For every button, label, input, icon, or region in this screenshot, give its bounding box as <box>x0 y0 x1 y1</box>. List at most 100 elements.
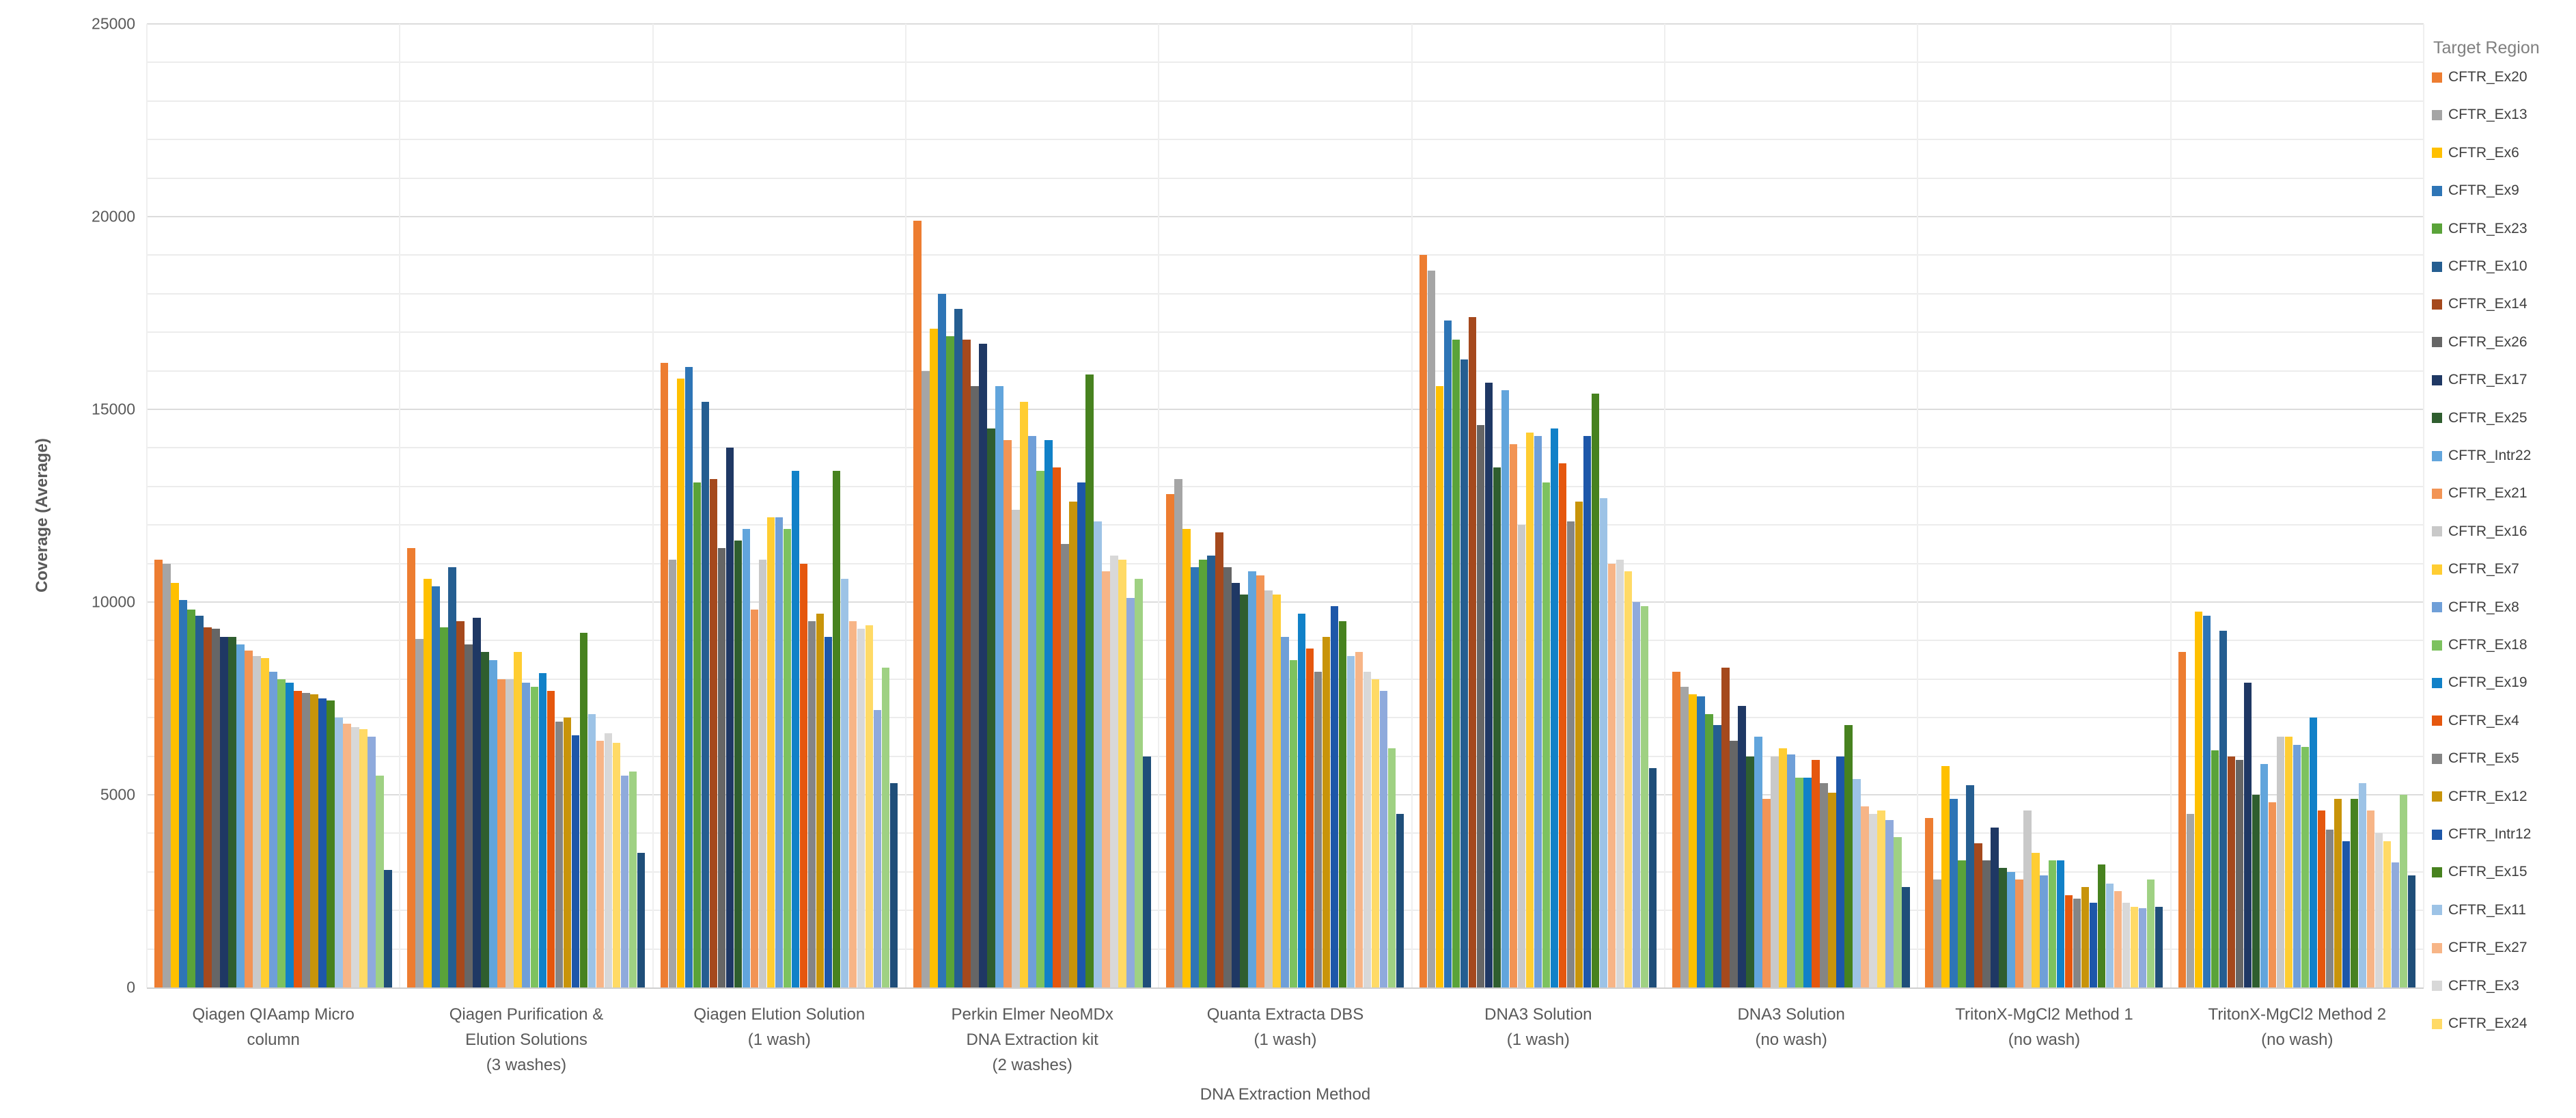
bar-CFTR_Ex5-g4 <box>1061 544 1069 987</box>
bar-CFTR_Ex24-g4 <box>1118 559 1126 987</box>
y-tick-label: 10000 <box>92 592 135 611</box>
bar-CFTR_Ex4-g1 <box>294 690 302 987</box>
bar-CFTR_Ex11-g1 <box>335 718 343 987</box>
bar-CFTR_Ex9-g3 <box>684 366 693 987</box>
bar-CFTR_Ex21-g1 <box>245 650 253 987</box>
bar-CFTR_Ex14-g7 <box>1721 667 1730 987</box>
bar-CFTR_Ex23-g4 <box>946 336 954 987</box>
bar-CFTR_Ex13-g3 <box>668 559 677 987</box>
bar-CFTR_Ex4-g9 <box>2317 810 2326 987</box>
legend-label: CFTR_Ex10 <box>2448 258 2527 274</box>
legend-swatch <box>2432 374 2442 385</box>
bar-CFTR_Ex9-g1 <box>179 600 187 987</box>
gridline <box>147 485 2424 487</box>
bar-series29-g4 <box>1143 756 1151 987</box>
bar-series27-g5 <box>1379 690 1387 987</box>
bar-CFTR_Ex26-g9 <box>2235 760 2244 987</box>
bar-CFTR_Ex16-g7 <box>1771 756 1779 987</box>
x-category-label: Perkin Elmer NeoMDx DNA Extraction kit (… <box>951 1005 1113 1074</box>
bar-CFTR_Ex14-g5 <box>1215 532 1223 987</box>
bar-CFTR_Ex27-g3 <box>848 621 857 987</box>
x-axis-title: DNA Extraction Method <box>1200 1085 1371 1104</box>
bar-CFTR_Ex9-g4 <box>938 293 946 987</box>
bar-CFTR_Ex9-g5 <box>1191 567 1199 987</box>
bar-CFTR_Ex10-g9 <box>2219 631 2228 987</box>
bar-CFTR_Ex3-g5 <box>1363 671 1371 987</box>
bar-CFTR_Ex7-g9 <box>2284 737 2293 987</box>
bar-CFTR_Ex19-g4 <box>1044 440 1053 987</box>
legend-swatch <box>2432 413 2442 424</box>
bar-CFTR_Intr22-g9 <box>2260 763 2269 987</box>
legend-swatch <box>2432 488 2442 499</box>
bar-CFTR_Ex14-g4 <box>962 340 971 987</box>
bar-CFTR_Ex25-g8 <box>1999 868 2007 987</box>
bar-CFTR_Ex9-g6 <box>1443 321 1452 987</box>
bar-series28-g3 <box>881 667 890 987</box>
bar-series29-g1 <box>384 869 392 987</box>
legend-label: CFTR_Ex7 <box>2448 561 2519 577</box>
legend-label: CFTR_Ex21 <box>2448 485 2527 502</box>
bar-CFTR_Ex8-g6 <box>1534 436 1542 987</box>
bar-series28-g7 <box>1894 837 1902 987</box>
legend-label: CFTR_Ex16 <box>2448 523 2527 539</box>
bar-CFTR_Ex7-g8 <box>2032 852 2040 987</box>
legend-label: CFTR_Ex24 <box>2448 1015 2527 1031</box>
bar-series27-g8 <box>2138 908 2146 987</box>
bar-CFTR_Ex5-g2 <box>555 721 563 987</box>
x-category-label: Qiagen QIAamp Micro column <box>192 1005 355 1049</box>
legend-swatch <box>2432 185 2442 196</box>
legend-swatch <box>2432 450 2442 461</box>
legend-swatch <box>2432 905 2442 916</box>
legend-item-CFTR_Ex25: CFTR_Ex25 <box>2432 409 2527 428</box>
bar-CFTR_Ex21-g9 <box>2268 802 2277 987</box>
category-boundary-line <box>2170 24 2172 987</box>
bar-CFTR_Ex6-g1 <box>171 582 179 987</box>
legend-item-CFTR_Ex17: CFTR_Ex17 <box>2432 370 2527 390</box>
bar-CFTR_Ex13-g4 <box>922 370 930 987</box>
bar-CFTR_Ex23-g5 <box>1199 559 1207 987</box>
bar-CFTR_Ex18-g3 <box>783 528 792 987</box>
bar-CFTR_Ex10-g8 <box>1966 785 1974 987</box>
legend-item-CFTR_Ex12: CFTR_Ex12 <box>2432 787 2527 806</box>
bar-CFTR_Ex15-g8 <box>2097 864 2105 987</box>
bar-series27-g3 <box>873 709 882 987</box>
bar-CFTR_Ex15-g2 <box>579 633 587 987</box>
bar-CFTR_Ex14-g6 <box>1468 316 1477 987</box>
legend-swatch <box>2432 677 2442 688</box>
bar-CFTR_Ex17-g2 <box>473 617 481 987</box>
bar-CFTR_Ex27-g5 <box>1355 652 1363 987</box>
legend-item-CFTR_Intr12: CFTR_Intr12 <box>2432 825 2531 844</box>
legend-item-CFTR_Ex4: CFTR_Ex4 <box>2432 711 2519 731</box>
legend-label: CFTR_Ex27 <box>2448 940 2527 956</box>
bar-series27-g7 <box>1885 819 1894 987</box>
bar-CFTR_Ex26-g2 <box>465 644 473 987</box>
bar-CFTR_Ex20-g5 <box>1166 494 1174 987</box>
bar-series28-g9 <box>2399 795 2408 987</box>
bar-CFTR_Ex17-g6 <box>1484 382 1493 987</box>
bar-CFTR_Ex25-g9 <box>2252 795 2260 987</box>
bar-CFTR_Ex12-g8 <box>2081 887 2089 987</box>
bar-CFTR_Ex20-g1 <box>154 559 163 987</box>
gridline <box>147 601 2424 603</box>
bar-CFTR_Ex9-g8 <box>1950 798 1958 987</box>
legend-item-CFTR_Ex18: CFTR_Ex18 <box>2432 636 2527 655</box>
legend-swatch <box>2432 602 2442 613</box>
bar-CFTR_Ex14-g3 <box>709 478 718 987</box>
bar-CFTR_Ex17-g8 <box>1991 827 1999 987</box>
legend-item-CFTR_Ex9: CFTR_Ex9 <box>2432 181 2519 200</box>
bar-CFTR_Intr12-g2 <box>571 735 579 987</box>
legend-label: CFTR_Ex20 <box>2448 69 2527 85</box>
bar-CFTR_Ex12-g9 <box>2333 798 2342 987</box>
bar-CFTR_Ex15-g3 <box>832 471 841 987</box>
bar-CFTR_Ex17-g1 <box>220 636 228 987</box>
legend-label: CFTR_Ex23 <box>2448 220 2527 236</box>
bar-CFTR_Ex8-g7 <box>1787 754 1795 987</box>
bar-CFTR_Ex24-g1 <box>359 729 368 987</box>
legend-item-CFTR_Ex27: CFTR_Ex27 <box>2432 938 2527 957</box>
gridline <box>147 254 2424 256</box>
bar-CFTR_Ex7-g5 <box>1273 594 1281 987</box>
bar-CFTR_Ex14-g9 <box>2227 756 2236 987</box>
bar-CFTR_Ex6-g5 <box>1182 528 1191 987</box>
bar-CFTR_Ex13-g2 <box>415 638 424 987</box>
